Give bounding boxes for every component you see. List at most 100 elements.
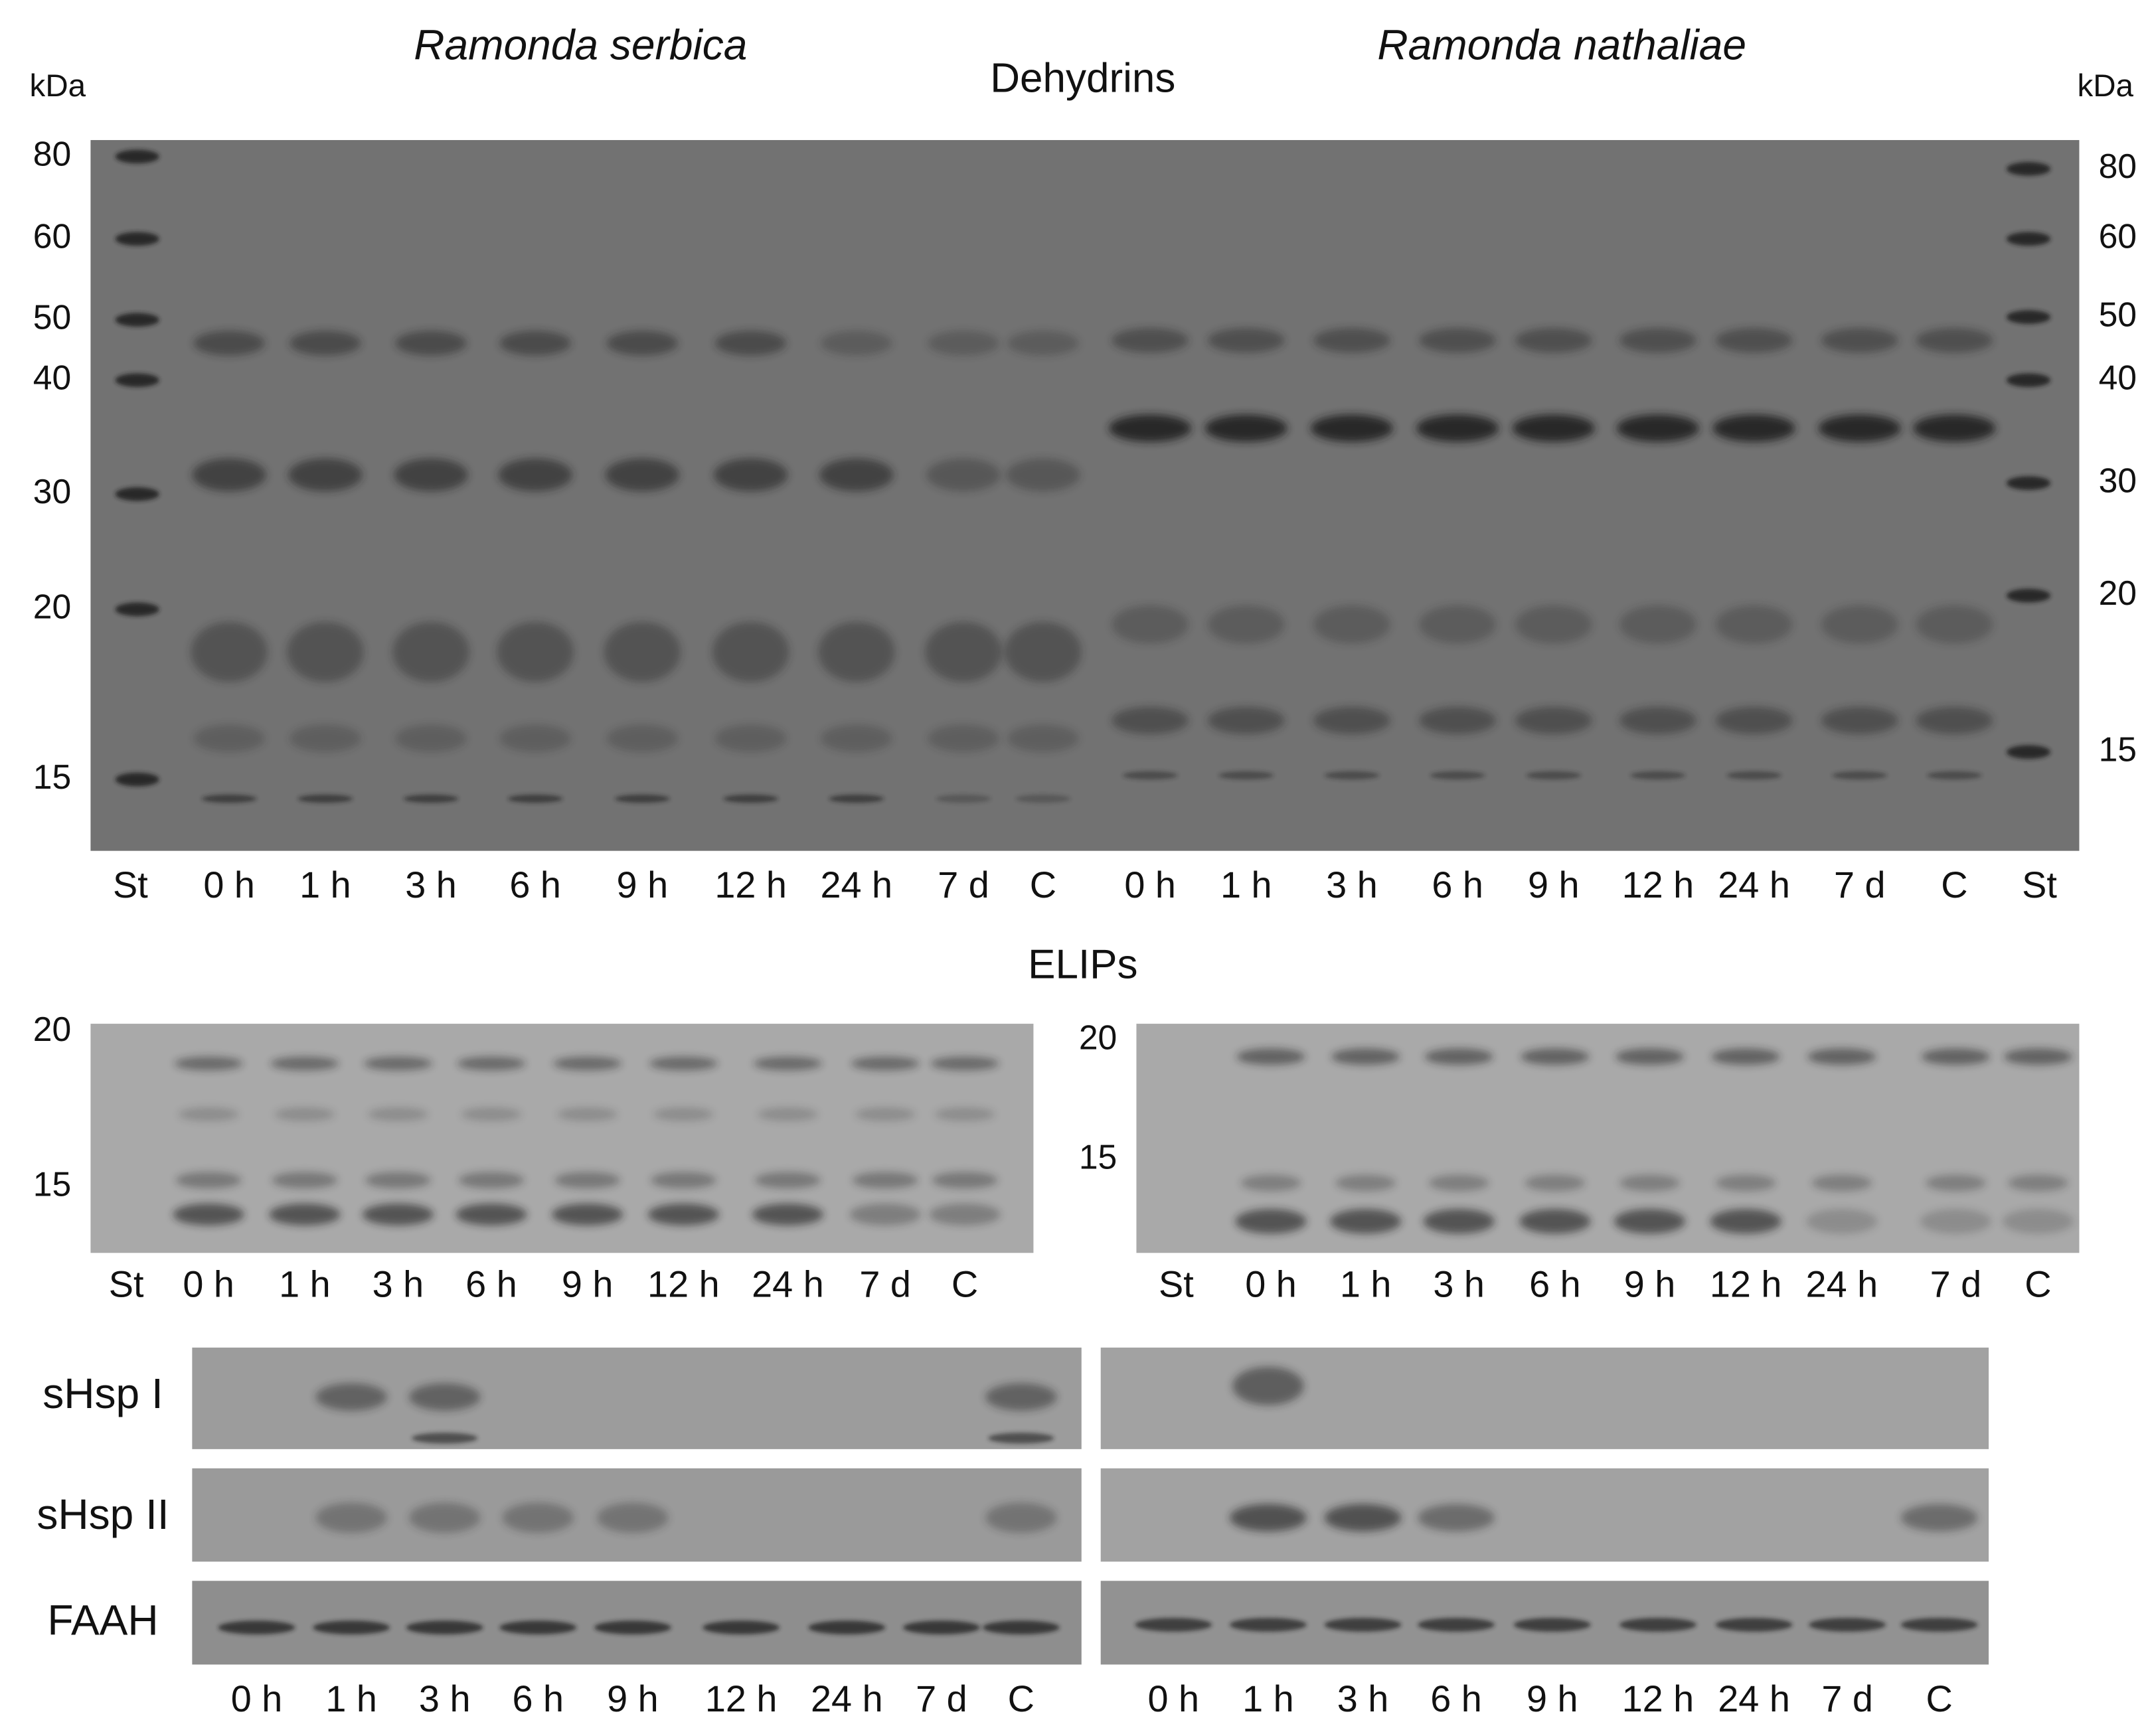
lane-label: 0 h xyxy=(203,864,255,906)
lane-label: 1 h xyxy=(299,864,351,906)
band xyxy=(2006,310,2051,324)
band xyxy=(193,331,265,356)
band xyxy=(2006,588,2051,603)
band xyxy=(1122,771,1178,780)
marker-label: 50 xyxy=(2099,295,2137,333)
band xyxy=(1204,414,1287,442)
band xyxy=(408,1502,481,1533)
lane-label: 3 h xyxy=(405,864,457,906)
band xyxy=(392,621,469,682)
band xyxy=(458,1172,525,1189)
band xyxy=(1630,771,1686,780)
band xyxy=(1925,1174,1986,1192)
band xyxy=(932,1172,998,1189)
band xyxy=(713,458,788,492)
band xyxy=(290,331,361,356)
band xyxy=(930,1056,999,1071)
band xyxy=(723,794,778,803)
band xyxy=(1419,328,1496,353)
band xyxy=(1005,621,1082,682)
band xyxy=(1512,414,1595,442)
band xyxy=(714,331,787,356)
band xyxy=(925,621,1002,682)
band xyxy=(1521,1048,1590,1065)
blot-row-label: sHsp II xyxy=(37,1490,169,1538)
band xyxy=(1313,605,1390,644)
band xyxy=(274,1107,335,1121)
band xyxy=(193,724,265,752)
band xyxy=(1619,605,1697,644)
band xyxy=(852,1172,918,1189)
band xyxy=(821,724,892,752)
lane-label: 9 h xyxy=(1624,1263,1676,1305)
lane-label: 9 h xyxy=(1527,1678,1578,1719)
band xyxy=(928,331,999,356)
band xyxy=(461,1107,522,1121)
band xyxy=(367,1107,428,1121)
band xyxy=(175,1172,242,1189)
band xyxy=(497,621,574,682)
band xyxy=(1240,1174,1301,1192)
band xyxy=(272,1172,338,1189)
band xyxy=(554,1172,621,1189)
lane-label: 0 h xyxy=(1245,1263,1297,1305)
lane-label: 6 h xyxy=(465,1263,517,1305)
band xyxy=(502,1502,574,1533)
band xyxy=(406,1620,483,1634)
bands xyxy=(115,149,2074,1634)
band xyxy=(1900,1504,1978,1532)
band xyxy=(1335,1174,1396,1192)
band xyxy=(1135,1618,1212,1632)
band xyxy=(1712,414,1795,442)
band xyxy=(1619,706,1697,734)
marker-label: 60 xyxy=(2099,216,2137,255)
band xyxy=(218,1620,295,1634)
band xyxy=(985,1502,1057,1533)
band xyxy=(819,458,894,492)
band xyxy=(1416,414,1499,442)
band xyxy=(115,772,159,787)
band xyxy=(115,602,159,617)
lane-label: 7 d xyxy=(916,1678,967,1719)
band xyxy=(1711,1048,1780,1065)
band xyxy=(1430,771,1485,780)
band xyxy=(1324,1504,1402,1532)
band xyxy=(1313,328,1390,353)
marker-label: 15 xyxy=(1079,1137,1117,1176)
marker-label: 60 xyxy=(33,216,71,255)
lane-label: 12 h xyxy=(1710,1263,1782,1305)
species-left: Ramonda serbica xyxy=(414,21,747,68)
lane-label: C xyxy=(1926,1678,1952,1719)
band xyxy=(1329,1209,1402,1234)
band xyxy=(604,621,681,682)
lane-label: 24 h xyxy=(752,1263,824,1305)
band xyxy=(1715,328,1793,353)
marker-label: 20 xyxy=(33,1010,71,1048)
band xyxy=(115,373,159,388)
band xyxy=(499,331,571,356)
marker-label: 40 xyxy=(2099,358,2137,396)
band xyxy=(855,1107,916,1121)
lane-label: C xyxy=(1008,1678,1035,1719)
band xyxy=(597,1502,669,1533)
band xyxy=(1207,605,1285,644)
band xyxy=(1515,328,1592,353)
band xyxy=(507,794,563,803)
lane-label: 6 h xyxy=(512,1678,564,1719)
lane-label: 7 d xyxy=(859,1263,911,1305)
band xyxy=(615,794,670,803)
band xyxy=(313,1620,390,1634)
band xyxy=(606,331,679,356)
band xyxy=(606,724,679,752)
band xyxy=(499,724,571,752)
band xyxy=(201,794,257,803)
lane-label: 1 h xyxy=(1220,864,1272,906)
band xyxy=(2006,373,2051,388)
marker-label: 40 xyxy=(33,358,71,396)
band xyxy=(1525,1174,1586,1192)
band xyxy=(290,724,361,752)
lane-label: 12 h xyxy=(705,1678,778,1719)
band xyxy=(1726,771,1781,780)
band xyxy=(1419,605,1496,644)
band xyxy=(270,1056,339,1071)
